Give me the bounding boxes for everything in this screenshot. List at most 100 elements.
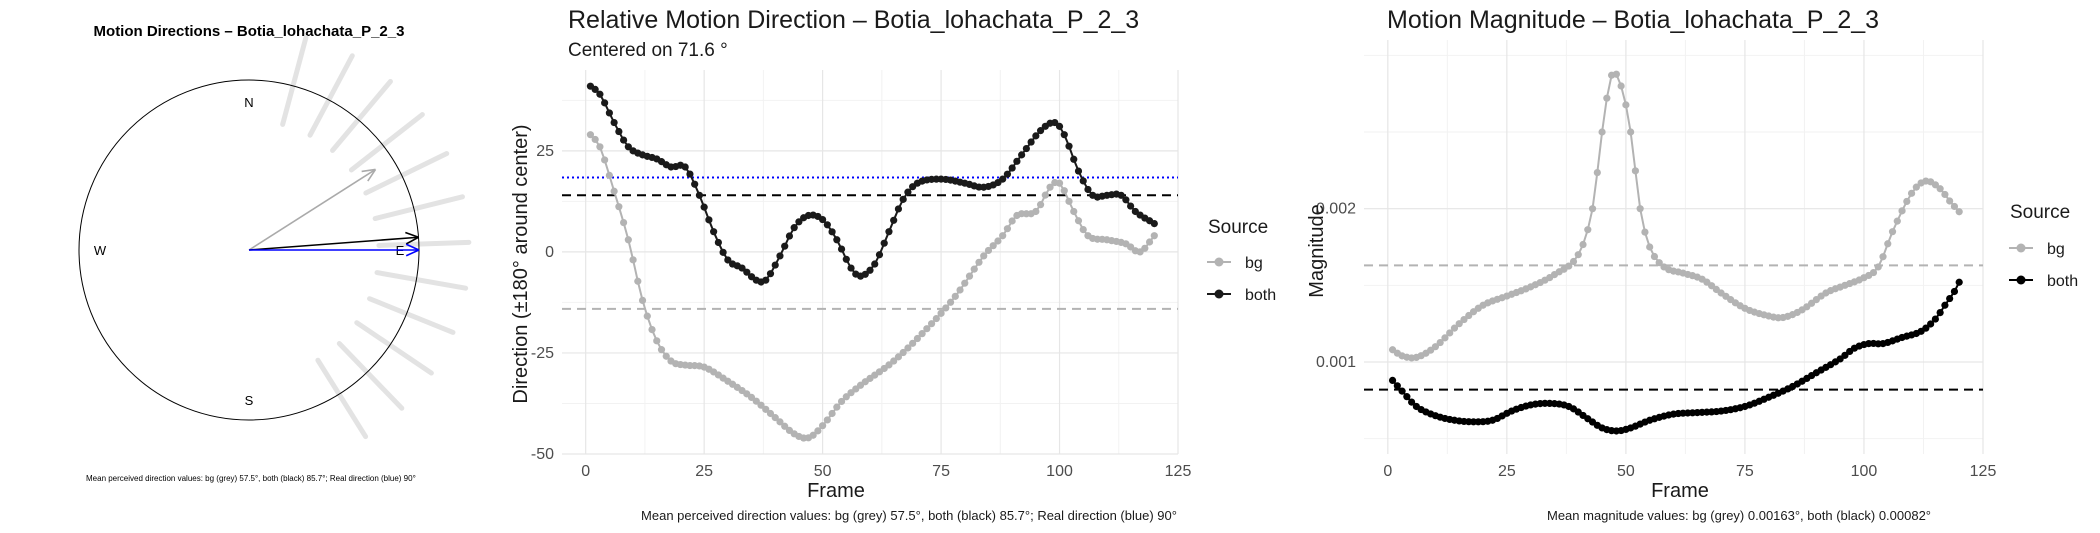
data-point (1950, 202, 1959, 211)
data-point (1612, 70, 1620, 78)
data-point (937, 309, 945, 317)
data-point (1627, 128, 1635, 136)
magnitude-panel: Motion Magnitude – Botia_lohachata_P_2_3… (1305, 0, 2100, 533)
data-point (705, 216, 713, 224)
data-point (605, 171, 613, 179)
data-point (942, 304, 950, 312)
data-point (918, 330, 926, 338)
data-point (819, 215, 827, 224)
y-tick-label: 0 (545, 244, 554, 261)
data-point (999, 232, 1007, 240)
data-point (738, 264, 746, 272)
data-point (1841, 351, 1849, 359)
data-point (1055, 179, 1064, 187)
data-point (1946, 197, 1954, 205)
compass-ray (315, 357, 369, 440)
data-point (766, 270, 775, 278)
data-point (771, 261, 779, 269)
data-point (837, 245, 846, 253)
data-point (1646, 243, 1654, 251)
compass-title: Motion Directions – Botia_lohachata_P_2_… (94, 23, 405, 40)
data-point (928, 320, 936, 328)
data-point (1008, 164, 1016, 172)
data-point (847, 264, 855, 272)
data-point (1393, 382, 1401, 390)
data-point (1150, 220, 1158, 228)
data-point (951, 292, 959, 300)
y-tick-label: 25 (536, 143, 554, 160)
data-point (932, 314, 940, 323)
series-line (589, 85, 1155, 284)
data-point (1141, 244, 1149, 252)
data-point (1003, 225, 1012, 233)
series-both (1388, 278, 1963, 435)
compass-panel: Motion Directions – Botia_lohachata_P_2_… (0, 0, 505, 533)
data-point (1398, 387, 1406, 395)
data-point (899, 348, 907, 357)
data-point (1065, 197, 1073, 205)
data-point (1065, 142, 1073, 150)
data-point (894, 353, 903, 361)
data-point (1060, 131, 1068, 139)
data-point (814, 427, 822, 435)
series-line (1391, 281, 1961, 433)
data-point (1603, 94, 1611, 102)
data-point (1431, 343, 1440, 351)
compass-rays (280, 34, 472, 440)
legend-label: bg (1245, 255, 1263, 272)
magnitude-gridlines (1364, 40, 1984, 454)
data-point (795, 218, 803, 226)
data-point (624, 236, 632, 244)
direction-y-label: Direction (±180° around center) (510, 124, 532, 403)
data-point (1893, 217, 1901, 225)
data-point (610, 187, 618, 195)
magnitude-y-label: Magnitude (1306, 204, 1328, 297)
x-tick-label: 0 (1383, 463, 1392, 480)
data-point (638, 296, 647, 304)
data-point (1598, 128, 1606, 136)
compass-ray (280, 34, 309, 127)
data-point (1070, 207, 1078, 216)
compass-ray (363, 151, 450, 196)
magnitude-caption: Mean magnitude values: bg (grey) 0.00163… (1547, 508, 1931, 523)
direction-caption: Mean perceived direction values: bg (gre… (641, 508, 1177, 523)
series-line (589, 133, 1156, 440)
direction-y-ticks: -50 -25 0 25 (531, 143, 554, 463)
compass-ray (376, 239, 472, 248)
data-point (1655, 259, 1663, 267)
data-point (1070, 155, 1078, 163)
data-point (999, 175, 1007, 183)
series-both (586, 82, 1158, 286)
compass-ray (354, 320, 434, 376)
x-tick-label: 125 (1970, 463, 1997, 480)
data-point (776, 418, 784, 426)
compass-label-n: N (244, 95, 253, 110)
x-tick-label: 75 (1736, 463, 1754, 480)
data-point (961, 279, 969, 287)
data-point (634, 277, 642, 285)
data-point (757, 401, 765, 409)
data-point (1084, 185, 1092, 194)
data-point (885, 228, 893, 236)
data-point (1060, 187, 1068, 195)
data-point (1912, 183, 1920, 191)
data-point (1150, 232, 1158, 240)
magnitude-x-label: Frame (1651, 480, 1709, 502)
x-tick-label: 25 (1498, 463, 1516, 480)
magnitude-x-ticks: 0 25 50 75 100 125 (1383, 463, 1996, 480)
magnitude-series (1388, 70, 1963, 435)
data-point (1441, 334, 1449, 342)
data-point (1874, 263, 1882, 271)
data-point (1941, 190, 1949, 199)
compass-arrow-both (248, 231, 419, 251)
data-point (1579, 240, 1587, 249)
data-point (766, 409, 775, 418)
data-point (1565, 262, 1573, 270)
data-point (1008, 217, 1016, 225)
data-point (866, 266, 874, 274)
x-tick-label: 125 (1165, 463, 1192, 480)
data-point (785, 232, 794, 240)
data-point (1641, 228, 1649, 236)
data-point (1922, 324, 1930, 332)
data-point (842, 393, 850, 401)
